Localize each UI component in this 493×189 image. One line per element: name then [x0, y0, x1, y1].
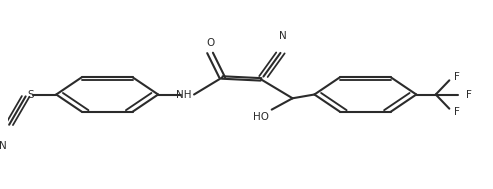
- Text: S: S: [28, 90, 35, 99]
- Text: N: N: [0, 141, 7, 151]
- Text: F: F: [466, 90, 472, 99]
- Text: N: N: [279, 31, 287, 41]
- Text: F: F: [454, 107, 459, 116]
- Text: HO: HO: [253, 112, 269, 122]
- Text: O: O: [206, 38, 214, 48]
- Text: F: F: [454, 73, 459, 82]
- Text: NH: NH: [176, 90, 191, 99]
